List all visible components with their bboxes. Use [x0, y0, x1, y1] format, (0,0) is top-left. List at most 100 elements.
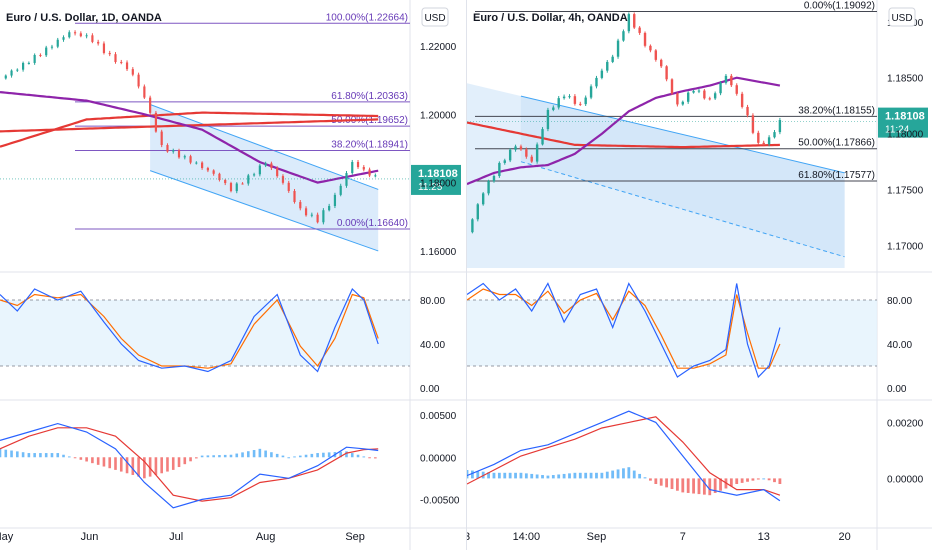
daily-time-tick-label: Aug [256, 531, 276, 543]
daily-macd-histogram-bar [298, 455, 302, 458]
four-hour-macd-tick-label: 0.00000 [887, 474, 924, 485]
four-hour-channel-upper-line [520, 95, 845, 174]
daily-macd-histogram-bar [218, 455, 221, 458]
four-hour-macd-histogram-bar [568, 473, 571, 479]
daily-moving-average-1 [0, 111, 379, 148]
daily-fib-label: 61.80%(1.20363) [331, 91, 408, 102]
four-hour-stochastic-k-line [467, 282, 781, 379]
daily-macd-histogram-bar [108, 457, 112, 469]
daily-candle-body [62, 37, 65, 40]
four-hour-candle-body [525, 149, 528, 157]
daily-candle-body [310, 214, 313, 216]
daily-macd-histogram-bar [270, 452, 273, 458]
daily-macd-histogram-bar [287, 457, 291, 459]
daily-macd-histogram-bar [102, 457, 106, 467]
four-hour-macd-histogram-bar [756, 478, 760, 480]
four-hour-candle-body [724, 75, 728, 83]
daily-candle-body [247, 175, 250, 184]
daily-candle-body [264, 163, 267, 166]
daily-time-tick-label: Jul [169, 531, 183, 543]
four-hour-macd-histogram-bar [638, 473, 642, 479]
daily-macd-histogram-bar [252, 450, 256, 458]
daily-candle-body [143, 86, 146, 98]
four-hour-candle-body [622, 31, 625, 41]
daily-chart-svg: 100.00%(1.22664)61.80%(1.20363)50.00%(1.… [0, 0, 466, 550]
four-hour-macd-histogram-bar [675, 478, 679, 491]
four-hour-last-price-value: 1.18108 [885, 111, 925, 123]
four-hour-currency-button-frame[interactable] [888, 7, 916, 27]
four-hour-candle-body [589, 86, 593, 98]
four-hour-price-tick-label: 1.18500 [887, 74, 924, 85]
four-hour-stochastic-band [467, 300, 877, 366]
daily-candle-body [177, 150, 181, 158]
four-hour-macd-tick-label: 0.00200 [887, 418, 924, 429]
four-hour-candle-body [476, 204, 479, 220]
daily-macd-histogram-bar [322, 452, 325, 458]
four-hour-candle-body [552, 107, 555, 110]
four-hour-candle-body [757, 132, 760, 143]
four-hour-candle-body [767, 137, 771, 145]
daily-candle-body [374, 175, 377, 177]
daily-macd-histogram-bar [166, 457, 169, 472]
four-hour-macd-histogram-bar [670, 478, 674, 490]
daily-candle-body [56, 39, 59, 47]
daily-candle-body [189, 156, 192, 163]
four-hour-candle-body [692, 91, 695, 93]
four-hour-candle-body [557, 98, 560, 108]
four-hour-candle-body [595, 77, 598, 87]
four-hour-macd-histogram-bar [778, 478, 782, 484]
daily-candle-body [362, 167, 365, 170]
four-hour-channel-lower-line [520, 161, 845, 258]
four-hour-macd-histogram-bar [470, 470, 474, 479]
four-hour-macd-histogram-bar [605, 471, 609, 479]
four-hour-macd-histogram-bar [643, 477, 647, 479]
daily-macd-histogram-bar [293, 456, 296, 458]
four-hour-candle-body [481, 193, 485, 205]
four-hour-macd-histogram-bar [665, 478, 669, 488]
daily-candle-body [328, 205, 331, 211]
daily-candle-body [195, 162, 198, 164]
four-hour-candle-body [573, 96, 577, 104]
four-hour-candle-body [740, 93, 744, 107]
daily-macd-histogram-bar [327, 452, 331, 458]
four-hour-macd-histogram-bar [659, 478, 663, 486]
four-hour-macd-histogram-bar [773, 478, 776, 483]
four-hour-candle-body [584, 97, 587, 105]
daily-candle-body [125, 62, 129, 70]
four-hour-macd-histogram-bar [681, 478, 685, 493]
four-hour-macd-histogram-bar [535, 474, 539, 479]
four-hour-candle-body [530, 156, 533, 162]
daily-macd-histogram-bar [79, 457, 83, 460]
four-hour-time-tick-label: 14:00 [513, 531, 541, 543]
daily-candle-body [293, 190, 296, 203]
daily-candle-body [79, 33, 82, 37]
four-hour-macd-histogram-bar [573, 472, 577, 479]
four-hour-candle-body [713, 93, 717, 99]
daily-macd-histogram-bar [247, 451, 250, 458]
four-hour-currency-button[interactable]: USD [888, 7, 916, 27]
four-hour-fib-label: 61.80%(1.17577) [798, 170, 875, 181]
daily-chart-title: Euro / U.S. Dollar, 1D, OANDA [6, 12, 162, 24]
four-hour-chart: 0.00%(1.19092) 38.20%(1.18155) 50.00%(1.17… [467, 0, 932, 550]
four-hour-candle-body [654, 50, 658, 60]
daily-macd-histogram-bar [345, 451, 348, 458]
daily-candle-body [4, 75, 7, 79]
four-hour-candle-body [773, 132, 776, 138]
daily-macd-histogram-bar [33, 453, 36, 458]
daily-currency-button[interactable]: USD [421, 7, 449, 27]
four-hour-macd-histogram-bar [595, 472, 598, 479]
daily-macd-histogram-bar [229, 454, 233, 458]
four-hour-macd-line [467, 410, 781, 502]
daily-candle-body [172, 150, 175, 152]
four-hour-macd-histogram-bar [589, 472, 593, 479]
daily-currency-button-frame[interactable] [421, 7, 449, 27]
four-hour-macd-histogram-bar [524, 473, 528, 479]
four-hour-macd-histogram-bar [751, 478, 755, 481]
four-hour-macd-histogram-bar [654, 478, 658, 484]
daily-fib-label: 38.20%(1.18941) [331, 139, 408, 150]
four-hour-candle-body [541, 129, 544, 145]
daily-candle-body [68, 32, 71, 38]
daily-candle-body [85, 35, 88, 37]
four-hour-moving-average-0 [467, 121, 780, 149]
daily-macd-histogram-bar [91, 457, 94, 464]
